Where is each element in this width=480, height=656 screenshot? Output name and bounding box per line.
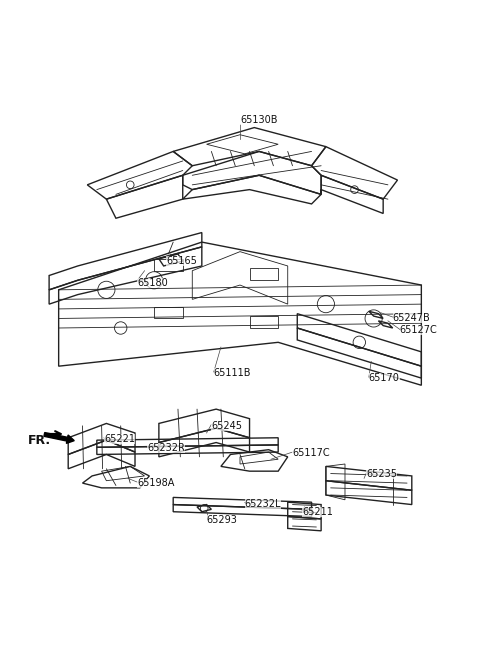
Text: 65117C: 65117C [292, 448, 330, 458]
Text: 65165: 65165 [166, 256, 197, 266]
Text: 65180: 65180 [137, 277, 168, 288]
Text: 65127C: 65127C [400, 325, 438, 335]
Text: 65232R: 65232R [147, 443, 185, 453]
Text: 65293: 65293 [206, 515, 238, 525]
Text: 65235: 65235 [366, 468, 397, 479]
Text: 65247B: 65247B [393, 314, 431, 323]
Text: 65111B: 65111B [214, 368, 251, 379]
Text: 65221: 65221 [104, 434, 135, 443]
Text: 65245: 65245 [211, 421, 242, 431]
Text: 65170: 65170 [369, 373, 400, 383]
FancyArrow shape [44, 432, 74, 443]
Text: 65232L: 65232L [245, 499, 281, 508]
Text: 65130B: 65130B [240, 115, 277, 125]
Text: 65211: 65211 [302, 506, 333, 517]
Text: FR.: FR. [28, 434, 51, 447]
Text: 65198A: 65198A [137, 478, 175, 488]
